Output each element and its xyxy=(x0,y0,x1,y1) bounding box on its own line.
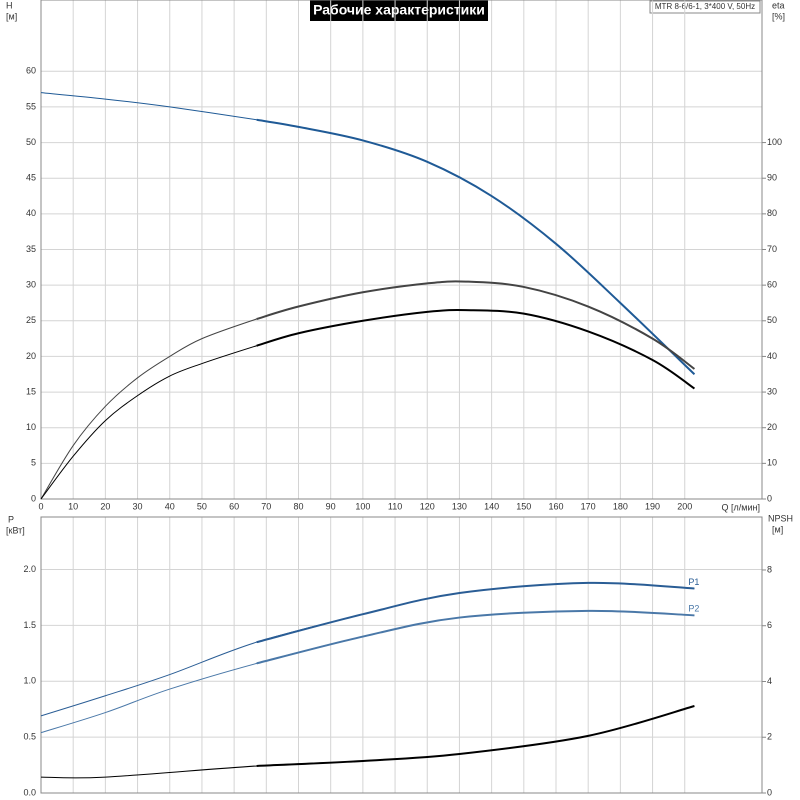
y2-axis-unit: [%] xyxy=(772,11,785,21)
x-tick-label: 50 xyxy=(197,501,207,511)
y-tick-label: 15 xyxy=(26,386,36,396)
x-tick-label: 150 xyxy=(516,501,531,511)
y2-tick-label: 40 xyxy=(767,351,777,361)
operating-range xyxy=(256,609,695,665)
x-tick-label: 180 xyxy=(613,501,628,511)
y-tick-label: 1.0 xyxy=(23,676,36,686)
y-tick-label: 35 xyxy=(26,244,36,254)
plot-frame xyxy=(40,516,763,794)
y2-tick-label: 10 xyxy=(767,458,777,468)
x-tick-label: 170 xyxy=(581,501,596,511)
y-tick-label: 50 xyxy=(26,137,36,147)
y-tick-label: 1.5 xyxy=(23,620,36,630)
series-label: P2 xyxy=(688,604,699,614)
operating-range xyxy=(256,581,695,644)
x-tick-label: 0 xyxy=(38,501,43,511)
y2-tick-label: 30 xyxy=(767,386,777,396)
y2-tick-label: 70 xyxy=(767,244,777,254)
y2-tick-label: 80 xyxy=(767,208,777,218)
x-tick-label: 110 xyxy=(388,501,402,511)
x-tick-label: 60 xyxy=(229,501,239,511)
y-axis-unit: [м] xyxy=(6,11,17,21)
y-axis-label: H xyxy=(6,0,13,10)
y2-tick-label: 50 xyxy=(767,315,777,325)
x-tick-label: 120 xyxy=(420,501,435,511)
y2-axis-label: NPSH xyxy=(768,513,793,523)
x-tick-label: 160 xyxy=(548,501,563,511)
plot-frame xyxy=(40,0,763,500)
title-box xyxy=(310,0,488,21)
x-tick-label: 70 xyxy=(261,501,271,511)
y-tick-label: 0.5 xyxy=(23,732,36,742)
y-axis-label: P xyxy=(8,514,14,524)
y2-tick-label: 100 xyxy=(767,137,782,147)
y-tick-label: 2.0 xyxy=(23,564,36,574)
y2-axis-label: eta xyxy=(772,0,785,10)
x-tick-label: 40 xyxy=(165,501,175,511)
y-tick-label: 10 xyxy=(26,422,36,432)
operating-range xyxy=(256,308,695,390)
y-tick-label: 45 xyxy=(26,173,36,183)
x-tick-label: 20 xyxy=(100,501,110,511)
y2-axis-unit: [м] xyxy=(772,524,783,534)
y2-tick-label: 20 xyxy=(767,422,777,432)
y-axis-unit: [кВт] xyxy=(6,525,25,535)
y2-tick-label: 90 xyxy=(767,173,777,183)
operating-range xyxy=(256,705,695,767)
y-tick-label: 5 xyxy=(31,458,36,468)
y2-tick-label: 0 xyxy=(767,787,772,797)
x-tick-label: 190 xyxy=(645,501,660,511)
y-tick-label: 25 xyxy=(26,315,36,325)
x-tick-label: 30 xyxy=(133,501,143,511)
x-tick-label: 90 xyxy=(326,501,336,511)
y-tick-label: 30 xyxy=(26,280,36,290)
y2-tick-label: 8 xyxy=(767,564,772,574)
subtitle-box xyxy=(649,0,761,14)
y-tick-label: 40 xyxy=(26,208,36,218)
series-label: P1 xyxy=(688,577,699,587)
y-tick-label: 0 xyxy=(31,493,36,503)
y2-tick-label: 6 xyxy=(767,620,772,630)
operating-range xyxy=(256,280,695,370)
y-tick-label: 20 xyxy=(26,351,36,361)
y2-tick-label: 0 xyxy=(767,493,772,503)
x-tick-label: 80 xyxy=(293,501,303,511)
x-tick-label: 200 xyxy=(677,501,692,511)
x-tick-label: 140 xyxy=(484,501,499,511)
y2-tick-label: 60 xyxy=(767,280,777,290)
y-tick-label: 60 xyxy=(26,66,36,76)
x-tick-label: 100 xyxy=(355,501,370,511)
x-axis-label: Q [л/мин] xyxy=(722,502,760,512)
y2-tick-label: 2 xyxy=(767,732,772,742)
x-tick-label: 130 xyxy=(452,501,467,511)
chart-subtitle: MTR 8-6/6-1, 3*400 V, 50Hz xyxy=(655,2,755,11)
x-tick-label: 10 xyxy=(68,501,78,511)
y-tick-label: 0.0 xyxy=(23,787,36,797)
operating-range xyxy=(256,118,696,375)
y-tick-label: 55 xyxy=(26,101,36,111)
chart-title: Рабочие характеристики xyxy=(313,2,485,18)
y2-tick-label: 4 xyxy=(767,676,772,686)
